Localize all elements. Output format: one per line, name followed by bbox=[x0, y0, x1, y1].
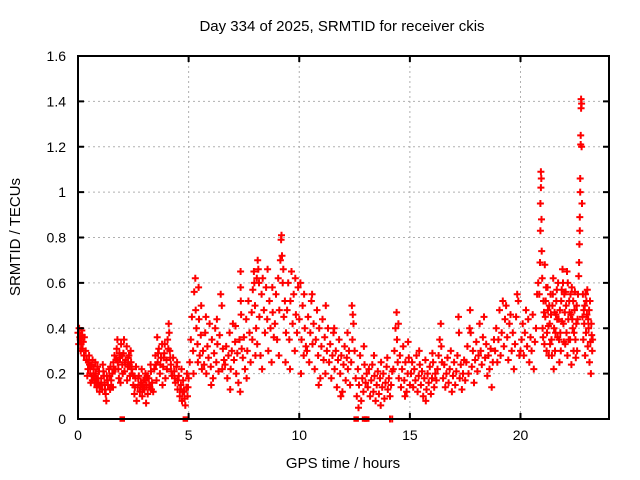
y-tick-label-1.4: 1.4 bbox=[47, 93, 67, 109]
x-tick-labels: 0 5 10 15 20 bbox=[74, 427, 528, 443]
x-tick-label-5: 5 bbox=[185, 427, 193, 443]
y-tick-label-0.8: 0.8 bbox=[47, 230, 67, 246]
scatter-points bbox=[74, 95, 597, 423]
x-tick-label-20: 20 bbox=[513, 427, 529, 443]
y-tick-label-0.2: 0.2 bbox=[47, 366, 67, 382]
y-tick-label-0.4: 0.4 bbox=[47, 320, 67, 336]
gridlines bbox=[78, 56, 609, 419]
y-tick-label-1.2: 1.2 bbox=[47, 139, 67, 155]
x-tick-label-10: 10 bbox=[291, 427, 307, 443]
y-tick-label-0.6: 0.6 bbox=[47, 275, 67, 291]
chart-title: Day 334 of 2025, SRMTID for receiver cki… bbox=[199, 18, 484, 35]
x-tick-label-15: 15 bbox=[402, 427, 418, 443]
y-tick-labels: 0 0.2 0.4 0.6 0.8 1 1.2 1.4 1.6 bbox=[47, 48, 67, 427]
x-tick-label-0: 0 bbox=[74, 427, 82, 443]
y-tick-label-1.6: 1.6 bbox=[47, 48, 67, 64]
y-axis-label: SRMTID / TECUs bbox=[7, 178, 24, 296]
y-tick-label-0: 0 bbox=[58, 411, 66, 427]
srmtid-plus-markers bbox=[74, 95, 597, 423]
y-tick-label-1: 1 bbox=[58, 184, 66, 200]
x-axis-label: GPS time / hours bbox=[286, 455, 400, 472]
axis-ticks bbox=[77, 55, 609, 420]
